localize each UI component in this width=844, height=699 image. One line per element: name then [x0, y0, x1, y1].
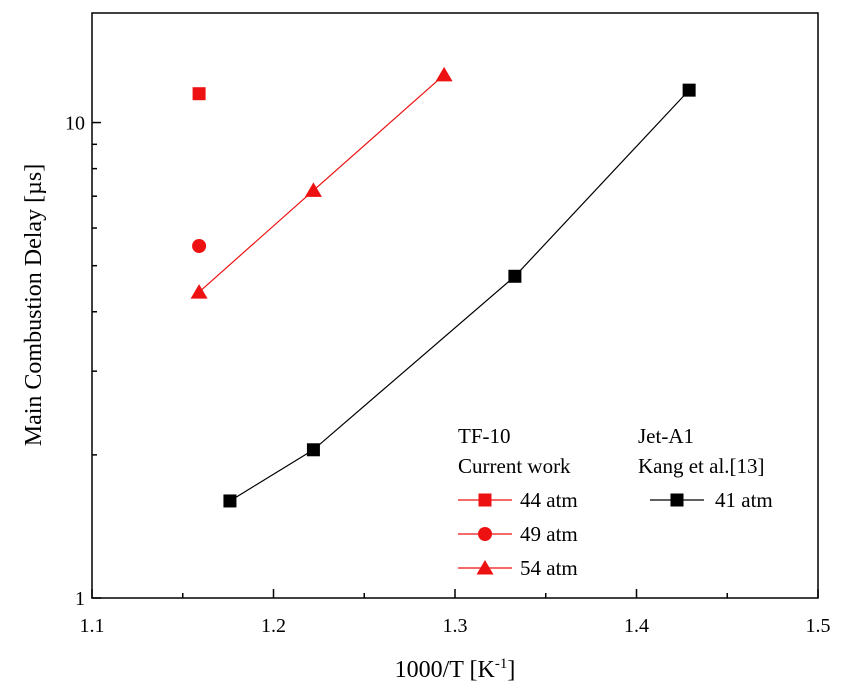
- x-tick-label: 1.2: [261, 615, 286, 637]
- x-tick-label: 1.5: [806, 615, 831, 637]
- legend-label-41-atm: 41 atm: [715, 488, 773, 512]
- x-axis-title: 1000/T [K-1]: [395, 656, 516, 683]
- series-line-54-atm: [198, 74, 445, 293]
- legend-label-44-atm: 44 atm: [520, 488, 578, 512]
- legend-group-title: Jet-A1: [638, 424, 694, 448]
- data-point-54-atm: [304, 182, 322, 197]
- y-tick-label: 10: [65, 113, 85, 135]
- data-point-49-atm: [192, 239, 207, 254]
- x-tick-label: 1.3: [443, 615, 468, 637]
- legend-group-subtitle: Kang et al.[13]: [638, 454, 765, 478]
- legend-marker-54-atm: [476, 560, 494, 575]
- data-point-54-atm: [435, 66, 453, 82]
- legend: TF-10 Current work Jet-A1 Kang et al.[13] 44…: [458, 424, 773, 580]
- legend-label-49-atm: 49 atm: [520, 522, 578, 546]
- data-point-54-atm: [190, 284, 208, 299]
- data-point-41-atm: [508, 269, 522, 283]
- data-point-41-atm: [682, 83, 696, 97]
- legend-marker-44-atm: [478, 493, 492, 507]
- plot-frame: [91, 12, 819, 599]
- legend-label-54-atm: 54 atm: [520, 556, 578, 580]
- data-point-41-atm: [306, 443, 320, 457]
- legend-group-subtitle: Current work: [458, 454, 571, 478]
- legend-group-title: TF-10: [458, 424, 511, 448]
- axis-ticks: 1.1 1.2 1.3 1.4 1.5 1 10: [65, 113, 831, 637]
- series-layer: [190, 66, 696, 508]
- x-tick-label: 1.4: [624, 615, 649, 637]
- legend-marker-49-atm: [478, 527, 492, 541]
- series-line-41-atm: [229, 89, 690, 502]
- x-tick-label: 1.1: [80, 615, 105, 637]
- data-point-41-atm: [223, 494, 237, 508]
- data-point-44-atm: [192, 87, 206, 101]
- y-tick-label: 1: [75, 588, 85, 610]
- y-axis-title: Main Combustion Delay [µs]: [21, 164, 47, 446]
- legend-marker-41-atm: [670, 493, 684, 507]
